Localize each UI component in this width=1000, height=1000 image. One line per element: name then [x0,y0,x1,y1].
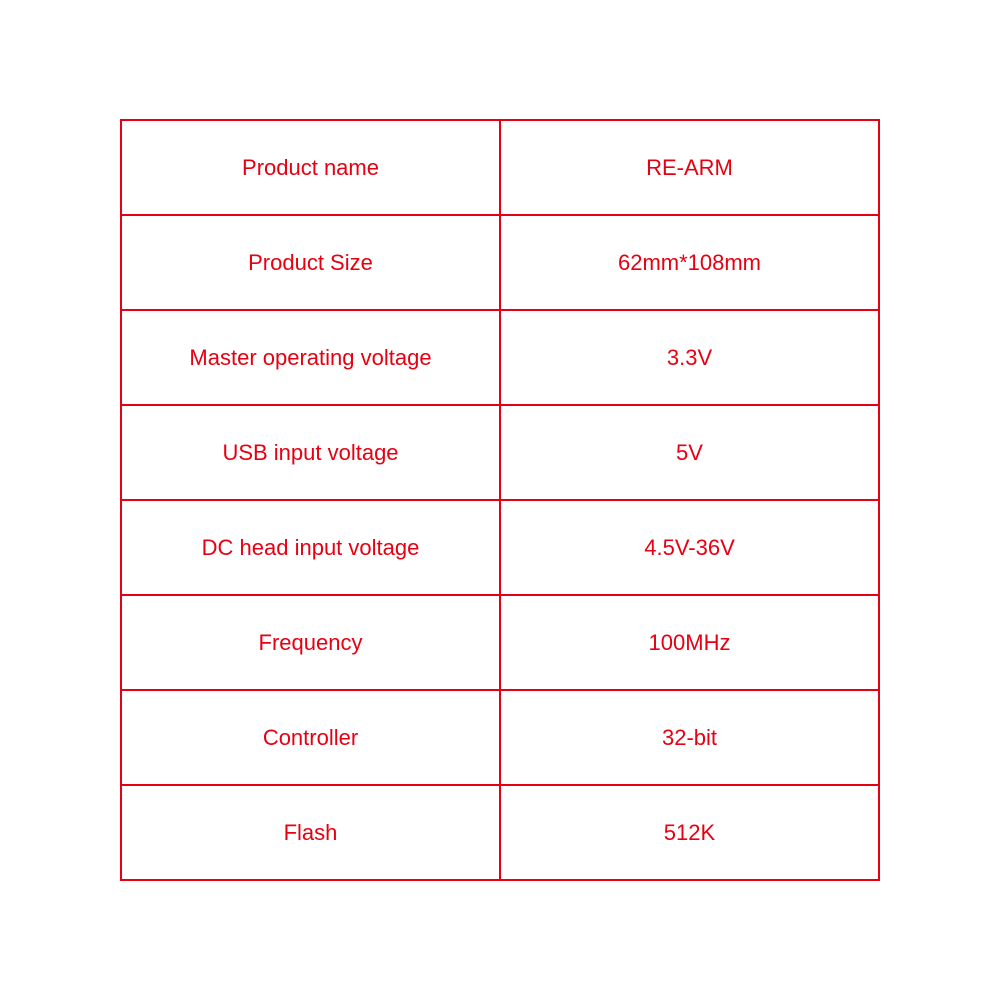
table-row: Master operating voltage 3.3V [121,310,879,405]
table-row: Product Size 62mm*108mm [121,215,879,310]
table-row: Controller 32-bit [121,690,879,785]
specification-table: Product name RE-ARM Product Size 62mm*10… [120,119,880,881]
spec-label: Master operating voltage [121,310,500,405]
spec-value: 5V [500,405,879,500]
table-row: Frequency 100MHz [121,595,879,690]
spec-label: Frequency [121,595,500,690]
table-row: DC head input voltage 4.5V-36V [121,500,879,595]
spec-value: 100MHz [500,595,879,690]
table-body: Product name RE-ARM Product Size 62mm*10… [121,120,879,880]
spec-value: RE-ARM [500,120,879,215]
spec-value: 32-bit [500,690,879,785]
spec-label: Controller [121,690,500,785]
spec-value: 512K [500,785,879,880]
spec-label: Product name [121,120,500,215]
spec-label: USB input voltage [121,405,500,500]
spec-value: 62mm*108mm [500,215,879,310]
spec-label: Product Size [121,215,500,310]
spec-value: 4.5V-36V [500,500,879,595]
spec-label: Flash [121,785,500,880]
table-row: USB input voltage 5V [121,405,879,500]
table-row: Flash 512K [121,785,879,880]
spec-value: 3.3V [500,310,879,405]
spec-label: DC head input voltage [121,500,500,595]
table-row: Product name RE-ARM [121,120,879,215]
